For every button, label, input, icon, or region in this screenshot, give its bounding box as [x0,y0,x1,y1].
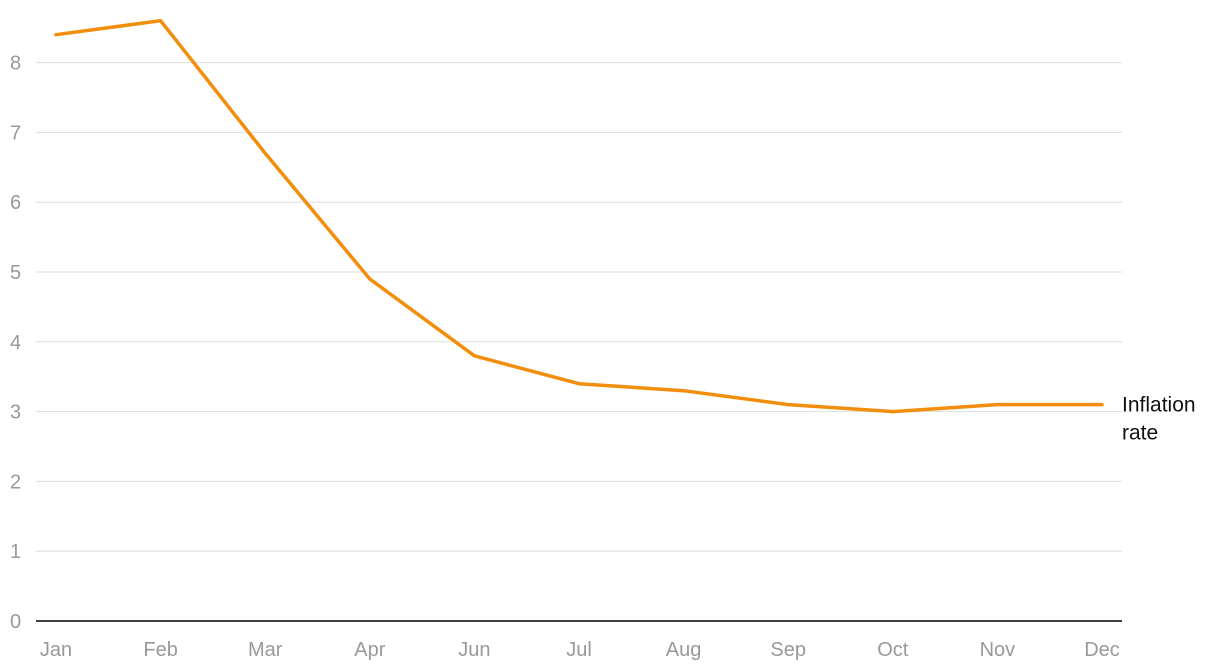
y-axis-tick-labels: 0 1 2 3 4 5 6 7 8 [10,53,21,633]
y-tick-label: 7 [10,122,21,144]
y-tick-label: 2 [10,471,21,493]
x-tick-label: Apr [354,639,385,661]
series-line-inflation-rate [54,18,1104,414]
x-tick-label: Nov [980,639,1016,661]
x-tick-label: Jan [40,639,72,661]
y-tick-label: 1 [10,541,21,563]
y-tick-label: 8 [10,53,21,75]
grid-lines [36,62,1122,552]
y-tick-label: 3 [10,402,21,424]
x-tick-label: Feb [143,639,177,661]
series-label-line: rate [1122,422,1158,445]
x-tick-label: Jul [566,639,592,661]
x-tick-label: Mar [248,639,283,661]
x-tick-label: Jun [458,639,490,661]
x-axis-tick-labels: Jan Feb Mar Apr Jun Jul Aug Sep Oct Nov Dec [40,639,1120,661]
x-tick-label: Sep [770,639,806,661]
series-labels: Inflation rate [1122,394,1196,445]
x-tick-label: Oct [877,639,909,661]
y-tick-label: 6 [10,192,21,214]
y-tick-label: 0 [10,611,21,633]
series-label-line: Inflation [1122,394,1196,417]
series-lines [54,18,1104,414]
x-tick-label: Aug [666,639,702,661]
y-tick-label: 5 [10,262,21,284]
x-tick-label: Dec [1084,639,1120,661]
y-tick-label: 4 [10,332,21,354]
